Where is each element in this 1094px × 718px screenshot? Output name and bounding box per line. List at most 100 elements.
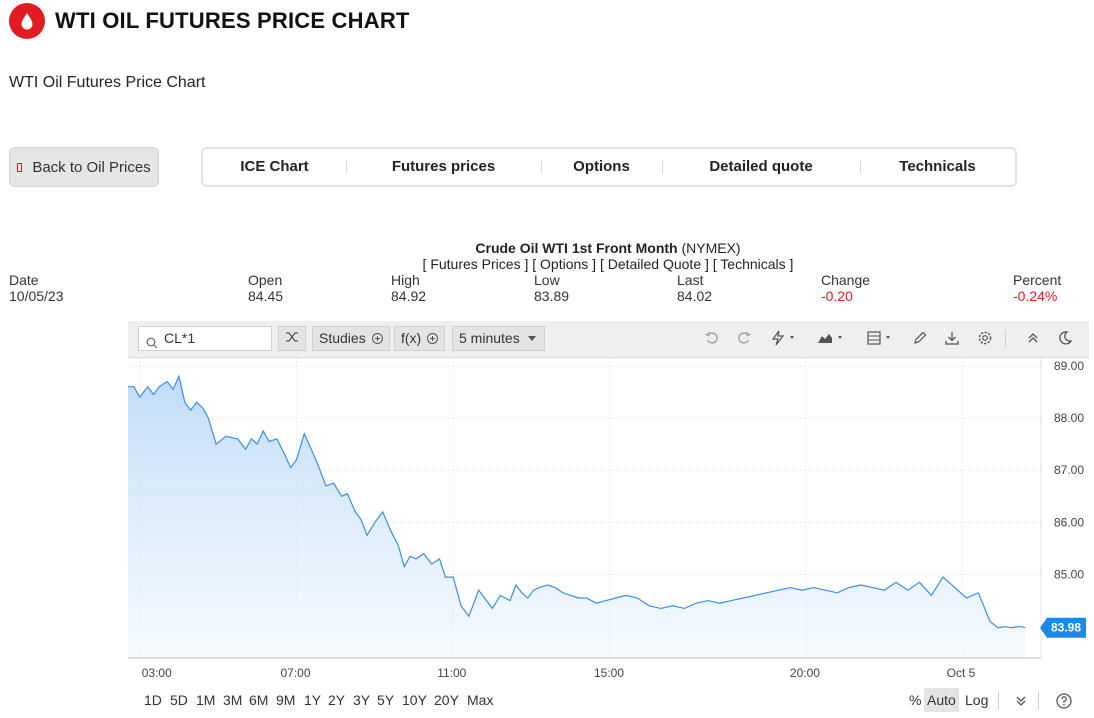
range-5y[interactable]: 5Y [377, 692, 395, 708]
collapse-up-icon[interactable] [1022, 327, 1044, 349]
scale-auto[interactable]: Auto [924, 688, 959, 712]
y-tick-label: 85.00 [1054, 568, 1084, 582]
last-price-marker [1040, 617, 1086, 638]
range-1d[interactable]: 1D [144, 692, 162, 708]
y-tick-label: 87.00 [1054, 463, 1084, 477]
x-tick-label: 03:00 [142, 666, 172, 680]
range-10y[interactable]: 10Y [402, 692, 427, 708]
quote-field-label: Percent [1013, 272, 1062, 288]
back-button-label: Back to Oil Prices [32, 158, 151, 176]
tab-divider [541, 161, 542, 174]
tab-detailed-quote[interactable]: Detailed quote [709, 158, 813, 175]
y-tick-label: 88.00 [1054, 411, 1084, 425]
exchange-name: (NYMEX) [681, 240, 741, 256]
compare-button[interactable] [278, 326, 306, 351]
quote-last: Last 84.02 [677, 272, 712, 304]
quote-field-value: 84.02 [677, 288, 713, 304]
gear-icon[interactable] [974, 327, 996, 349]
undo-icon[interactable] [701, 327, 723, 349]
quote-percent: Percent -0.24% [1013, 272, 1061, 304]
x-tick-label: 20:00 [790, 666, 820, 680]
moon-icon[interactable] [1054, 327, 1076, 349]
tab-technicals[interactable]: Technicals [899, 158, 976, 175]
last-price-label: 83.98 [1051, 621, 1081, 635]
range-9m[interactable]: 9M [276, 692, 296, 708]
quote-field-value: 83.89 [534, 288, 570, 304]
y-tick-label: 86.00 [1054, 515, 1084, 529]
x-tick-label: 07:00 [280, 666, 310, 680]
quote-field-label: Date [9, 272, 39, 288]
scale-log[interactable]: Log [965, 692, 989, 708]
scale-percent[interactable]: % [909, 692, 922, 708]
symbol-search-input[interactable]: CL*1 [138, 326, 272, 351]
page-subtitle: WTI Oil Futures Price Chart [9, 74, 206, 91]
x-tick-label: Oct 5 [947, 666, 976, 680]
redo-icon[interactable] [733, 327, 755, 349]
range-3m[interactable]: 3M [223, 692, 243, 708]
y-tick-label: 89.00 [1054, 359, 1084, 373]
last-price-tag: 83.98 [1040, 617, 1086, 638]
back-to-oil-prices-button[interactable]: Back to Oil Prices [9, 147, 159, 187]
price-chart[interactable]: 89.00 88.00 87.00 86.00 85.00 03:00 07:00 11:0… [128, 358, 1089, 684]
instrument-name: Crude Oil WTI 1st Front Month [475, 240, 678, 256]
search-icon [146, 333, 158, 356]
quote-field-value: -0.20 [821, 288, 853, 304]
symbol-value: CL*1 [164, 330, 196, 346]
interval-select[interactable]: 5 minutes [452, 326, 545, 351]
x-tick-label: 15:00 [594, 666, 624, 680]
pencil-icon[interactable] [909, 327, 931, 349]
range-2y[interactable]: 2Y [328, 692, 346, 708]
range-bar: 1D 5D 1M 3M 6M 9M 1Y 2Y 3Y 5Y 10Y 20Y Ma… [128, 685, 1089, 718]
page-title: WTI OIL FUTURES PRICE CHART [55, 8, 410, 33]
tab-futures-prices[interactable]: Futures prices [391, 158, 496, 175]
shuffle-icon [285, 327, 299, 350]
toolbar-divider [1005, 330, 1006, 348]
quote-change: Change -0.20 [821, 272, 870, 304]
range-20y[interactable]: 20Y [434, 692, 459, 708]
range-3y[interactable]: 3Y [353, 692, 371, 708]
lightning-icon[interactable] [768, 327, 802, 349]
tab-options[interactable]: Options [573, 158, 630, 175]
quote-field-label: Last [677, 272, 704, 288]
quote-open: Open 84.45 [248, 272, 283, 304]
chevron-double-down-icon[interactable] [1010, 690, 1032, 712]
interval-label: 5 minutes [459, 330, 520, 346]
range-1y[interactable]: 1Y [304, 692, 322, 708]
plus-circle-icon [371, 333, 383, 344]
range-6m[interactable]: 6M [249, 692, 269, 708]
quote-field-label: Change [821, 272, 871, 288]
quote-low: Low 83.89 [534, 272, 569, 304]
tab-divider [662, 161, 663, 174]
price-area [128, 376, 1026, 658]
fx-label: f(x) [401, 330, 422, 346]
range-max[interactable]: Max [467, 692, 494, 708]
tab-divider [860, 161, 861, 174]
studies-label: Studies [319, 330, 366, 346]
layout-icon[interactable] [865, 327, 899, 349]
download-icon[interactable] [941, 327, 963, 349]
fx-button[interactable]: f(x) [394, 326, 446, 351]
chart-type-icon[interactable] [815, 327, 849, 349]
range-5d[interactable]: 5D [170, 692, 188, 708]
chevron-down-icon [527, 336, 536, 341]
page-header: WTI OIL FUTURES PRICE CHART [9, 3, 410, 39]
quote-field-label: Open [248, 272, 283, 288]
quote-links[interactable]: [ Futures Prices ] [ Options ] [ Detaile… [422, 256, 794, 272]
plus-circle-icon [427, 333, 439, 344]
range-divider [998, 692, 999, 710]
oil-drop-icon [9, 3, 45, 39]
range-divider [1038, 692, 1039, 710]
quote-field-value: 84.92 [391, 288, 427, 304]
quote-field-label: Low [534, 272, 560, 288]
quote-heading: Crude Oil WTI 1st Front Month (NYMEX) [0, 240, 1094, 256]
quote-field-value: 10/05/23 [9, 288, 64, 304]
quote-field-value: -0.24% [1013, 288, 1058, 304]
range-1m[interactable]: 1M [196, 692, 216, 708]
quote-field-label: High [391, 272, 420, 288]
studies-button[interactable]: Studies [312, 326, 390, 351]
help-icon[interactable] [1053, 690, 1075, 712]
x-tick-label: 11:00 [437, 666, 466, 680]
quote-date: Date 10/05/23 [9, 272, 64, 304]
quote-field-value: 84.45 [248, 288, 284, 304]
tab-ice-chart[interactable]: ICE Chart [240, 158, 309, 175]
